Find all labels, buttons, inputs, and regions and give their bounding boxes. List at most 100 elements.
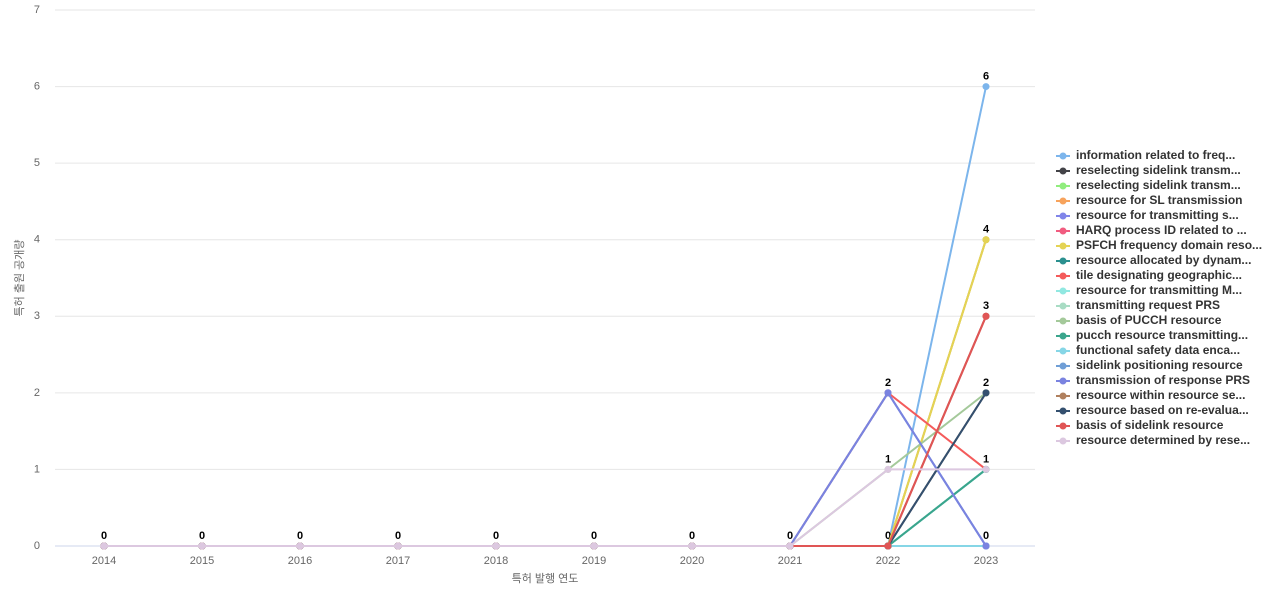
legend-label: reselecting sidelink transm...	[1076, 178, 1241, 192]
legend-marker	[1059, 227, 1067, 235]
series-line	[104, 468, 987, 547]
legend-label: resource determined by rese...	[1076, 433, 1250, 447]
value-label: 3	[983, 300, 989, 312]
y-axis-title: 특허 출원 공개량	[13, 240, 26, 317]
series-line	[104, 468, 987, 547]
x-tick-label: 2021	[778, 555, 802, 567]
legend-marker	[1059, 272, 1067, 280]
x-tick-label: 2020	[680, 555, 704, 567]
x-tick-label: 2023	[974, 555, 998, 567]
legend-marker	[1059, 407, 1067, 415]
legend-label: sidelink positioning resource	[1076, 358, 1243, 372]
legend-marker	[1059, 332, 1067, 340]
point	[982, 236, 990, 244]
x-tick-label: 2015	[190, 555, 214, 567]
x-tick-label: 2016	[288, 555, 312, 567]
y-tick-label: 7	[34, 4, 40, 16]
y-tick-label: 6	[34, 80, 40, 92]
point	[884, 389, 892, 397]
value-label: 0	[689, 530, 695, 542]
series-line	[104, 315, 987, 547]
x-tick-label: 2017	[386, 555, 410, 567]
series-line	[104, 468, 986, 547]
legend-marker	[1059, 437, 1067, 445]
value-label: 0	[199, 530, 205, 542]
legend-marker	[1059, 392, 1067, 400]
legend-label: HARQ process ID related to ...	[1076, 223, 1247, 237]
y-tick-label: 4	[34, 234, 40, 246]
legend-marker	[1059, 287, 1067, 295]
y-tick-label: 5	[34, 157, 40, 169]
point	[688, 542, 696, 550]
point	[100, 542, 108, 550]
legend-label: pucch resource transmitting...	[1076, 328, 1248, 342]
series-line	[104, 315, 987, 547]
value-label: 2	[983, 377, 989, 389]
value-label: 0	[395, 530, 401, 542]
point	[590, 542, 598, 550]
legend-marker	[1059, 317, 1067, 325]
legend-label: functional safety data enca...	[1076, 343, 1240, 357]
point	[198, 542, 206, 550]
value-label: 6	[983, 70, 989, 82]
legend-marker	[1059, 377, 1067, 385]
point	[982, 389, 990, 397]
legend-label: resource allocated by dynam...	[1076, 253, 1251, 267]
legend-label: basis of sidelink resource	[1076, 418, 1224, 432]
point	[982, 83, 990, 91]
x-tick-label: 2014	[92, 555, 116, 567]
legend-marker	[1059, 197, 1067, 205]
legend-label: transmission of response PRS	[1076, 373, 1250, 387]
x-tick-label: 2019	[582, 555, 606, 567]
legend-label: tile designating geographic...	[1076, 268, 1242, 282]
value-label: 2	[885, 377, 891, 389]
legend-label: PSFCH frequency domain reso...	[1076, 238, 1262, 252]
point	[982, 542, 990, 550]
value-label: 0	[101, 530, 107, 542]
value-label: 0	[297, 530, 303, 542]
x-tick-label: 2022	[876, 555, 900, 567]
series-line	[104, 468, 987, 547]
value-label: 0	[787, 530, 793, 542]
point	[884, 542, 892, 550]
y-tick-label: 0	[34, 540, 40, 552]
legend-marker	[1059, 167, 1067, 175]
legend-marker	[1059, 152, 1067, 160]
legend-marker	[1059, 302, 1067, 310]
legend-marker	[1059, 362, 1067, 370]
y-tick-label: 2	[34, 387, 40, 399]
point	[982, 465, 990, 473]
legend-label: resource based on re-evalua...	[1076, 403, 1249, 417]
point	[884, 465, 892, 473]
point	[492, 542, 500, 550]
point	[786, 542, 794, 550]
legend-label: resource within resource se...	[1076, 388, 1245, 402]
value-label: 4	[983, 224, 990, 236]
legend-label: resource for SL transmission	[1076, 193, 1243, 207]
legend-marker	[1059, 257, 1067, 265]
value-label: 1	[885, 453, 891, 465]
value-label: 1	[983, 453, 989, 465]
legend-marker	[1059, 242, 1067, 250]
value-label: 0	[983, 530, 989, 542]
legend-label: information related to freq...	[1076, 148, 1235, 162]
legend-marker	[1059, 422, 1067, 430]
y-tick-label: 1	[34, 463, 40, 475]
legend-label: basis of PUCCH resource	[1076, 313, 1222, 327]
legend-marker	[1059, 212, 1067, 220]
point	[394, 542, 402, 550]
legend-label: resource for transmitting s...	[1076, 208, 1239, 222]
point	[296, 542, 304, 550]
value-label: 0	[885, 530, 891, 542]
point	[982, 312, 990, 320]
x-axis-title: 특허 발행 연도	[512, 572, 579, 585]
value-label: 0	[591, 530, 597, 542]
legend-marker	[1059, 182, 1067, 190]
series-line	[104, 315, 987, 547]
legend-marker	[1059, 347, 1067, 355]
x-tick-label: 2018	[484, 555, 508, 567]
legend-label: reselecting sidelink transm...	[1076, 163, 1241, 177]
legend-label: resource for transmitting M...	[1076, 283, 1242, 297]
